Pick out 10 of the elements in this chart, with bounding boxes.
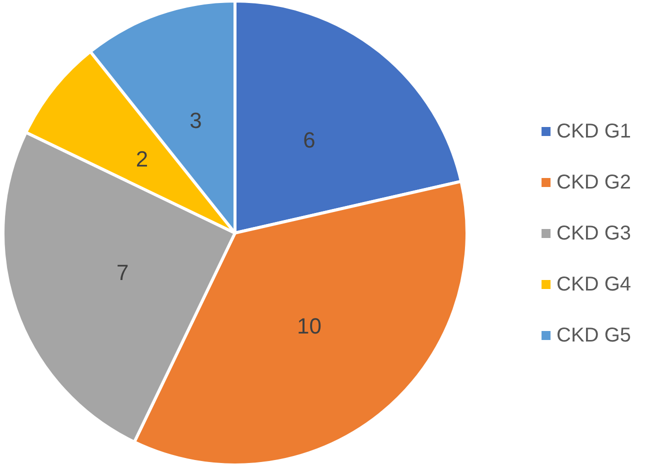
legend-label: CKD G1 bbox=[556, 120, 632, 142]
legend-label: CKD G5 bbox=[556, 324, 632, 346]
data-label: 2 bbox=[136, 146, 148, 172]
legend-label: CKD G4 bbox=[556, 274, 632, 296]
legend-label: CKD G3 bbox=[556, 222, 632, 244]
data-label: 3 bbox=[190, 108, 202, 134]
data-label: 7 bbox=[116, 260, 129, 285]
data-label: 10 bbox=[296, 314, 322, 339]
data-label: 6 bbox=[303, 127, 316, 152]
legend-label: CKD G2 bbox=[556, 172, 632, 194]
